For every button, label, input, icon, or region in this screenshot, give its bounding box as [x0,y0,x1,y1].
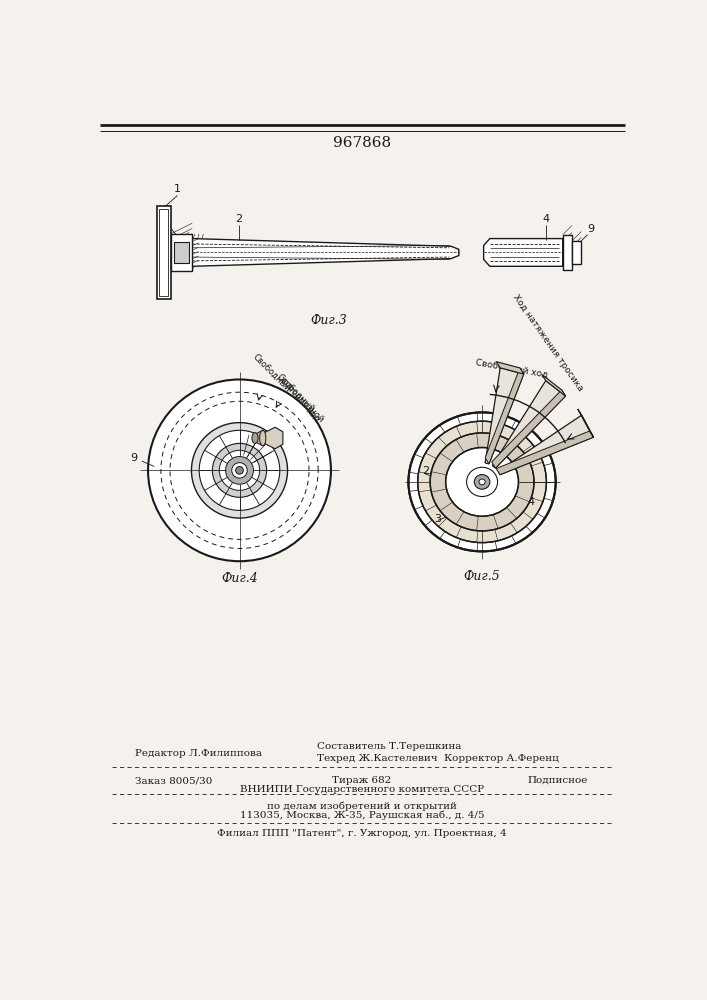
Polygon shape [578,409,593,437]
Polygon shape [496,362,524,374]
Text: 4: 4 [542,214,549,224]
Text: 3: 3 [434,514,441,524]
Text: тормозной: тормозной [286,384,325,424]
Polygon shape [491,390,566,468]
Text: 967868: 967868 [333,136,391,150]
Text: Редактор Л.Филиппова: Редактор Л.Филиппова [135,749,262,758]
Text: Свободный: Свободный [252,353,293,394]
Text: ход: ход [304,406,322,424]
Bar [572,241,581,264]
Text: Заказ 8005/30: Заказ 8005/30 [135,776,212,785]
Bar [174,242,189,263]
Text: Свободный ход: Свободный ход [474,358,549,379]
Text: 1: 1 [174,184,181,194]
Polygon shape [485,368,524,464]
Bar [159,209,168,296]
Polygon shape [484,239,563,266]
Text: по делам изобретений и открытий: по делам изобретений и открытий [267,801,457,811]
Polygon shape [498,415,593,475]
Text: 2: 2 [235,214,243,224]
Text: Фиг.3: Фиг.3 [310,314,347,327]
Ellipse shape [418,421,547,543]
Ellipse shape [259,430,266,446]
Bar [563,235,572,270]
Text: 2: 2 [421,466,428,476]
Text: ВНИИПИ Государственного комитета СССР: ВНИИПИ Государственного комитета СССР [240,785,484,794]
Ellipse shape [232,463,247,478]
Text: ход: ход [277,375,295,392]
Bar [170,234,192,271]
Text: 3: 3 [158,212,165,222]
Ellipse shape [192,423,288,518]
Text: Фиг.5: Фиг.5 [464,570,501,583]
Ellipse shape [226,456,253,484]
Ellipse shape [199,430,280,510]
Text: Ход натяжения тросика: Ход натяжения тросика [511,292,585,392]
Ellipse shape [409,412,556,551]
Text: Филиал ППП "Патент", г. Ужгород, ул. Проектная, 4: Филиал ППП "Патент", г. Ужгород, ул. Про… [217,829,507,838]
Polygon shape [496,431,593,475]
Ellipse shape [445,448,518,516]
Text: Техред Ж.Кастелевич  Корректор А.Ференц: Техред Ж.Кастелевич Корректор А.Ференц [317,754,559,763]
Polygon shape [263,427,283,449]
Ellipse shape [479,479,485,485]
Text: Фиг.4: Фиг.4 [221,572,258,585]
Polygon shape [492,381,566,468]
Ellipse shape [252,433,258,443]
Polygon shape [255,430,263,446]
Ellipse shape [467,467,498,497]
Ellipse shape [474,475,490,489]
Text: 113035, Москва, Ж-35, Раушская наб., д. 4/5: 113035, Москва, Ж-35, Раушская наб., д. … [240,811,484,820]
Ellipse shape [235,466,243,474]
Ellipse shape [212,443,267,497]
Text: 9: 9 [131,453,138,463]
Bar [156,206,170,299]
Text: Тираж 682: Тираж 682 [332,776,392,785]
Text: 9: 9 [587,224,594,234]
Ellipse shape [430,433,534,531]
Ellipse shape [219,450,259,490]
Text: 4: 4 [527,497,534,507]
Polygon shape [192,239,459,266]
Text: Подписное: Подписное [528,776,588,785]
Polygon shape [485,368,524,464]
Polygon shape [542,375,566,396]
Ellipse shape [148,379,331,561]
Text: Свободный: Свободный [274,373,316,414]
Text: Составитель Т.Терешкина: Составитель Т.Терешкина [317,742,462,751]
